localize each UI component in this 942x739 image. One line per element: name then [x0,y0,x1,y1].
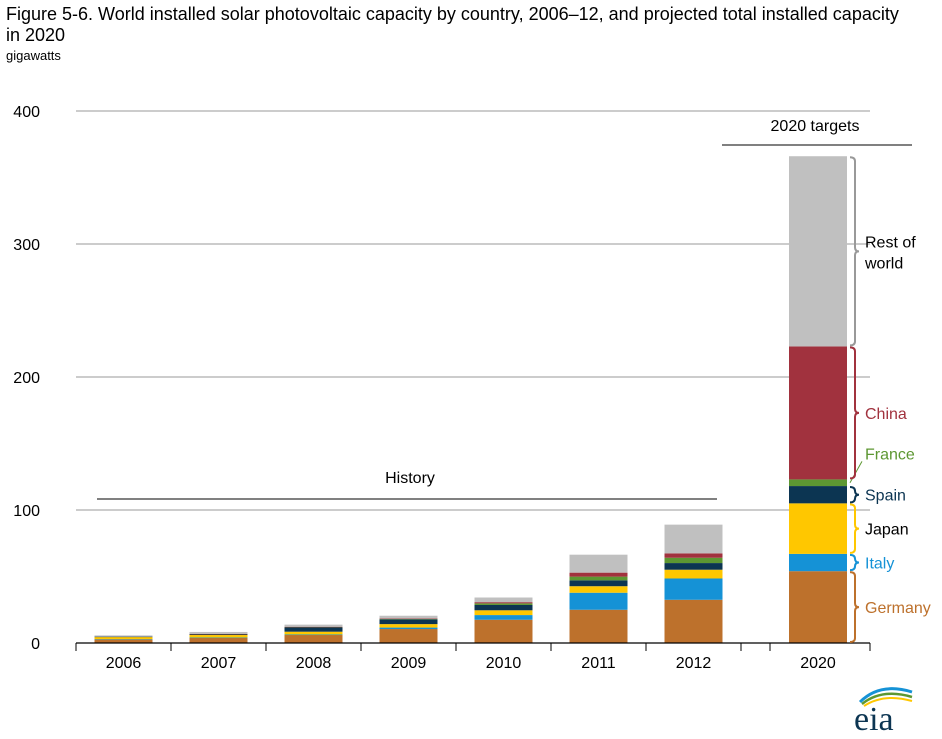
bar-segment-rest-of-world-2010 [474,597,533,603]
bar-segment-rest-of-world-2007 [189,631,248,634]
bar-segment-japan-2006 [94,636,153,640]
eia-logo: eia [854,687,913,735]
bar-segment-japan-2011 [569,586,628,593]
bar-segment-rest-of-world-2011 [569,554,628,573]
bar-segment-france-2009 [379,618,438,620]
bar-segment-china-2007 [189,633,248,635]
bar-segment-spain-2011 [569,580,628,587]
bar-segment-italy-2020 [789,553,847,572]
x-tick-label: 2008 [296,655,332,672]
bar-segment-china-2008 [284,626,343,628]
bar-segment-germany-2011 [569,609,628,643]
y-tick-label: 200 [13,370,40,387]
bar-segment-japan-2012 [664,569,723,579]
bar-segment-germany-2006 [94,639,153,643]
bar-segment-france-2010 [474,603,533,605]
legend-label-france: France [865,446,915,463]
bar-segment-japan-2020 [789,503,847,554]
brace-japan [849,503,860,554]
history-annotation: History [385,470,435,487]
bar-segment-germany-2012 [664,599,723,643]
x-tick-label: 2009 [391,655,427,672]
bar-segment-japan-2007 [189,635,248,638]
bar-segment-germany-2009 [379,629,438,643]
legend-label-rest-of-world: world [864,255,903,272]
targets-annotation: 2020 targets [771,118,860,135]
bar-segment-italy-2009 [379,627,438,630]
bar-segment-italy-2010 [474,615,533,620]
bar-segment-japan-2008 [284,631,343,635]
bar-segment-spain-2020 [789,486,847,504]
legend-label-germany: Germany [865,600,931,617]
x-tick-label: 2012 [676,655,712,672]
bar-segment-china-2011 [569,572,628,577]
y-tick-label: 100 [13,503,40,520]
x-tick-label: 2006 [106,655,142,672]
legend-label-japan: Japan [865,522,909,539]
bar-segment-france-2020 [789,479,847,487]
bar-segment-japan-2009 [379,624,438,628]
chart-title: Figure 5-6. World installed solar photov… [6,4,899,45]
bar-segment-china-2020 [789,346,847,480]
y-tick-label: 0 [31,636,40,653]
bar-segment-spain-2010 [474,604,533,611]
bar-segment-spain-2008 [284,627,343,632]
bar-segment-france-2011 [569,576,628,581]
bar-segment-rest-of-world-2006 [94,635,153,637]
x-tick-label: 2020 [800,655,836,672]
legend-label-china: China [865,406,907,423]
brace-germany [849,571,860,643]
bar-segment-germany-2010 [474,619,533,643]
bar-segment-spain-2006 [94,636,153,638]
bar-segment-italy-2007 [189,637,248,639]
bar-segment-italy-2006 [94,639,153,640]
bar-segment-france-2012 [664,557,723,564]
bar-segment-spain-2009 [379,619,438,625]
brace-rest-of-world [849,156,860,347]
bar-segment-italy-2011 [569,592,628,610]
bar-segment-italy-2008 [284,634,343,636]
bar-segment-germany-2008 [284,635,343,643]
bar-segment-rest-of-world-2009 [379,615,438,619]
bar-segment-rest-of-world-2020 [789,156,847,347]
bar-segment-china-2012 [664,553,723,558]
x-tick-label: 2010 [486,655,522,672]
svg-text:eia: eia [854,701,894,735]
bar-segment-germany-2007 [189,637,248,643]
x-tick-label: 2007 [201,655,237,672]
bar-segment-china-2010 [474,602,533,604]
bar-segment-rest-of-world-2012 [664,524,723,554]
y-tick-label: 300 [13,237,40,254]
brace-italy [849,553,860,572]
legend-label-spain: Spain [865,488,906,505]
bar-segment-china-2009 [379,618,438,619]
brace-china [849,346,860,480]
bar-segment-italy-2012 [664,578,723,600]
y-axis-units: gigawatts [6,48,61,63]
y-tick-label: 400 [13,104,40,121]
brace-spain [849,486,860,504]
x-tick-label: 2011 [581,655,616,672]
bar-segment-spain-2012 [664,563,723,570]
legend-label-rest-of-world: Rest of [865,234,916,251]
legend-label-italy: Italy [865,556,894,573]
bar-segment-germany-2020 [789,571,847,643]
bar-segment-rest-of-world-2008 [284,624,343,627]
bar-segment-japan-2010 [474,610,533,616]
bar-segment-spain-2007 [189,634,248,636]
